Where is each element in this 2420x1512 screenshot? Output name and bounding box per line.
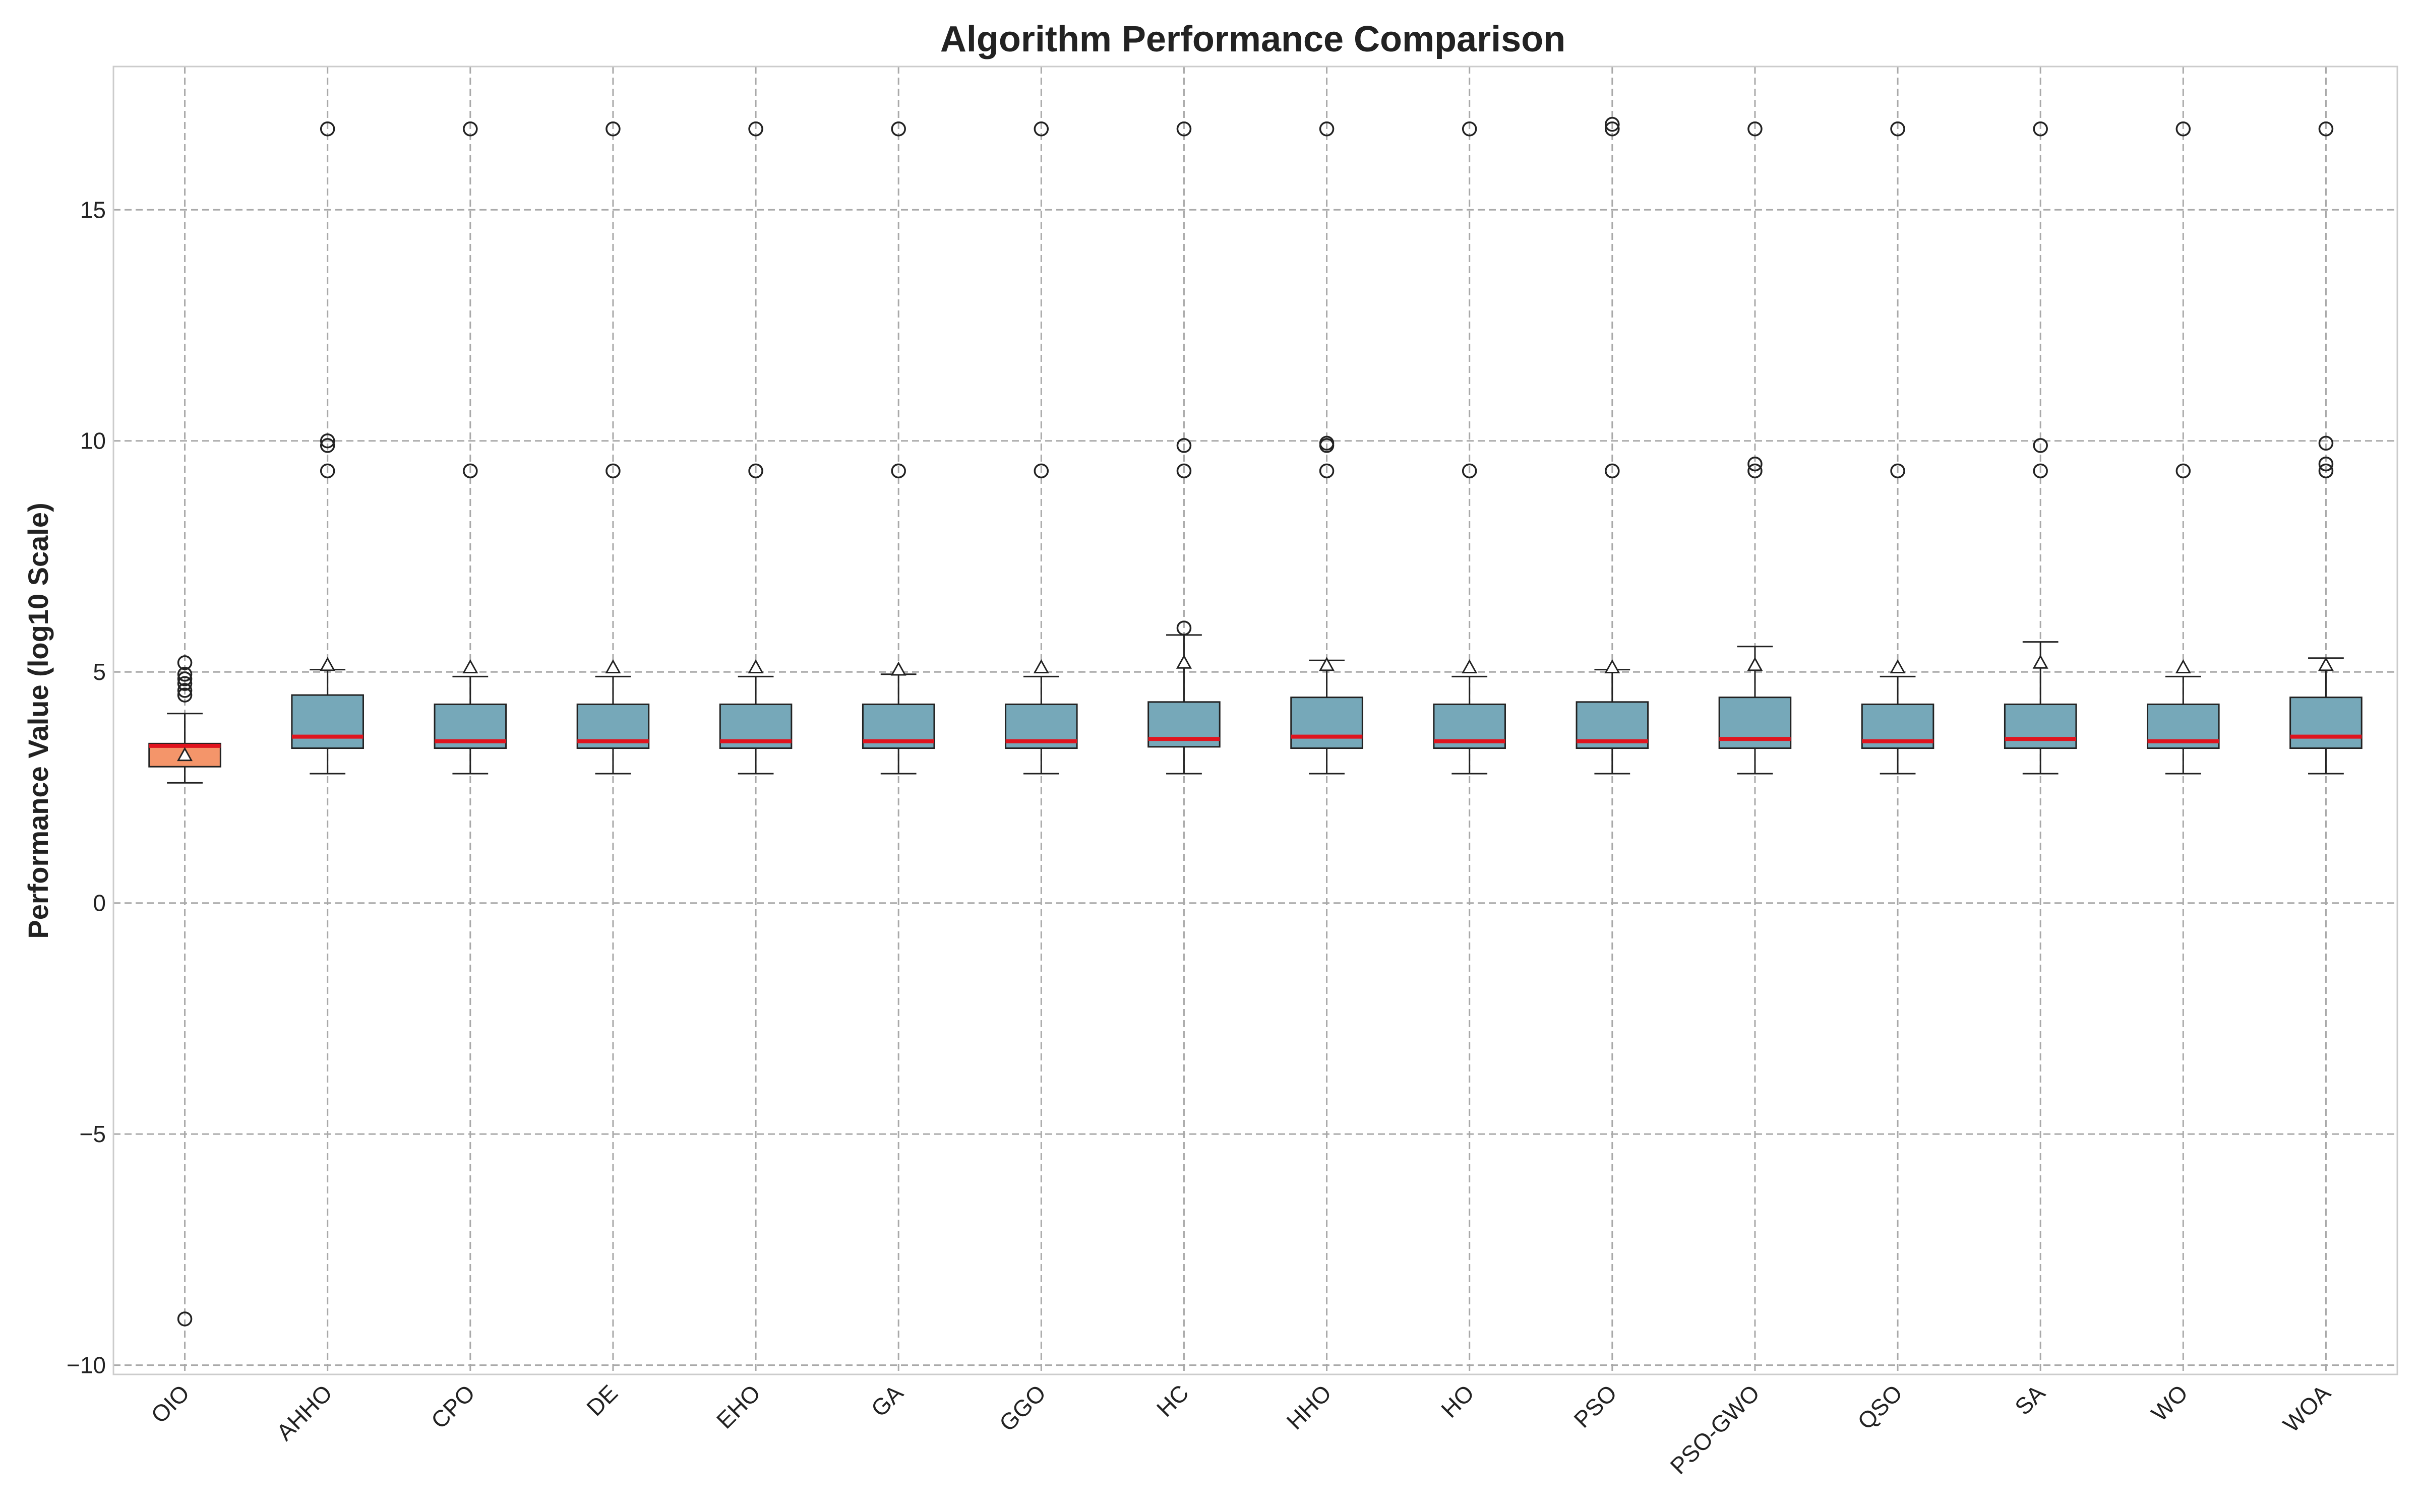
y-axis-ticks: −10 −5 0 5 10 15: [67, 197, 106, 1378]
iqr-box: [2289, 697, 2363, 749]
outlier-point: [2175, 463, 2191, 479]
y-tick-label: 5: [93, 659, 106, 685]
outlier-point: [606, 463, 621, 479]
outlier-point: [891, 463, 906, 479]
outlier-point: [1319, 438, 1335, 453]
outlier-point: [748, 463, 763, 479]
outlier-point: [320, 463, 335, 479]
outlier-point: [1462, 121, 1477, 137]
iqr-box: [291, 694, 364, 749]
mean-marker: [462, 659, 478, 673]
chart-title: Algorithm Performance Comparison: [940, 19, 1565, 59]
mean-marker: [748, 659, 764, 673]
outlier-point: [2318, 456, 2334, 472]
box-pso: [1576, 116, 1649, 775]
grid-lines: [113, 67, 2397, 1374]
outlier-point: [1319, 463, 1335, 479]
box-eho: [719, 121, 793, 775]
y-tick-label: 15: [80, 197, 106, 223]
mean-marker: [1319, 657, 1335, 671]
y-tick-label: 0: [93, 890, 106, 916]
mean-marker: [890, 661, 906, 676]
mean-marker: [1462, 659, 1478, 673]
outlier-point: [177, 676, 193, 691]
box-ahho: [291, 121, 364, 775]
outlier-point: [2033, 438, 2048, 453]
mean-marker: [605, 659, 621, 673]
outlier-point: [1319, 121, 1335, 137]
outlier-point: [2033, 121, 2048, 137]
box-ho: [1433, 121, 1506, 775]
outlier-point: [177, 1311, 193, 1327]
box-hc: [1147, 121, 1221, 775]
outlier-point: [606, 121, 621, 137]
mean-marker: [2175, 659, 2191, 673]
box-wo: [2147, 121, 2220, 775]
mean-marker: [1176, 654, 1192, 669]
outlier-point: [2033, 463, 2048, 479]
outlier-point: [1605, 121, 1620, 137]
outlier-point: [320, 438, 335, 453]
box-hho: [1290, 121, 1363, 775]
box-qso: [1861, 121, 1934, 775]
outlier-point: [1462, 463, 1477, 479]
mean-marker: [1890, 659, 1906, 673]
box-sa: [2004, 121, 2077, 775]
outlier-point: [177, 671, 193, 686]
outlier-point: [463, 463, 478, 479]
mean-marker: [320, 657, 336, 671]
outlier-point: [1890, 463, 1905, 479]
mean-marker: [2032, 654, 2048, 669]
outlier-point: [1747, 463, 1763, 479]
outlier-point: [1605, 116, 1620, 132]
outlier-point: [1034, 121, 1049, 137]
outlier-point: [177, 683, 193, 698]
box-series: [148, 116, 2363, 1327]
outlier-point: [177, 687, 193, 703]
outlier-point: [1034, 463, 1049, 479]
box-ggo: [1005, 121, 1078, 775]
outlier-point: [1747, 121, 1763, 137]
outlier-point: [1176, 121, 1192, 137]
box-pso-gwo: [1718, 121, 1792, 775]
outlier-point: [2318, 121, 2334, 137]
mean-marker: [2318, 657, 2334, 671]
outlier-point: [320, 121, 335, 137]
y-axis-label: Performance Value (log10 Scale): [22, 502, 54, 938]
outlier-point: [2175, 121, 2191, 137]
mean-marker: [177, 747, 193, 762]
outlier-point: [1176, 438, 1192, 453]
outlier-point: [177, 655, 193, 670]
outlier-point: [1605, 463, 1620, 479]
outlier-point: [1747, 456, 1763, 472]
outlier-point: [2318, 463, 2334, 479]
box-oio: [148, 655, 221, 1327]
outlier-point: [177, 667, 193, 682]
outlier-point: [1890, 121, 1905, 137]
mean-marker: [1747, 657, 1763, 671]
y-tick-label: −10: [67, 1352, 106, 1378]
plot-frame: [112, 66, 2398, 1375]
outlier-point: [891, 121, 906, 137]
box-woa: [2289, 121, 2363, 775]
outlier-point: [1176, 620, 1192, 636]
mean-marker: [1033, 659, 1049, 673]
y-tick-label: −5: [80, 1121, 106, 1147]
outlier-point: [748, 121, 763, 137]
box-ga: [862, 121, 935, 775]
outlier-point: [1176, 463, 1192, 479]
iqr-box: [1290, 697, 1363, 749]
box-de: [576, 121, 650, 775]
mean-marker: [1604, 659, 1620, 673]
iqr-box: [2004, 703, 2077, 749]
outlier-point: [463, 121, 478, 137]
y-tick-label: 10: [80, 428, 106, 454]
outlier-point: [320, 433, 335, 449]
box-cpo: [434, 121, 507, 775]
outlier-point: [2318, 435, 2334, 451]
